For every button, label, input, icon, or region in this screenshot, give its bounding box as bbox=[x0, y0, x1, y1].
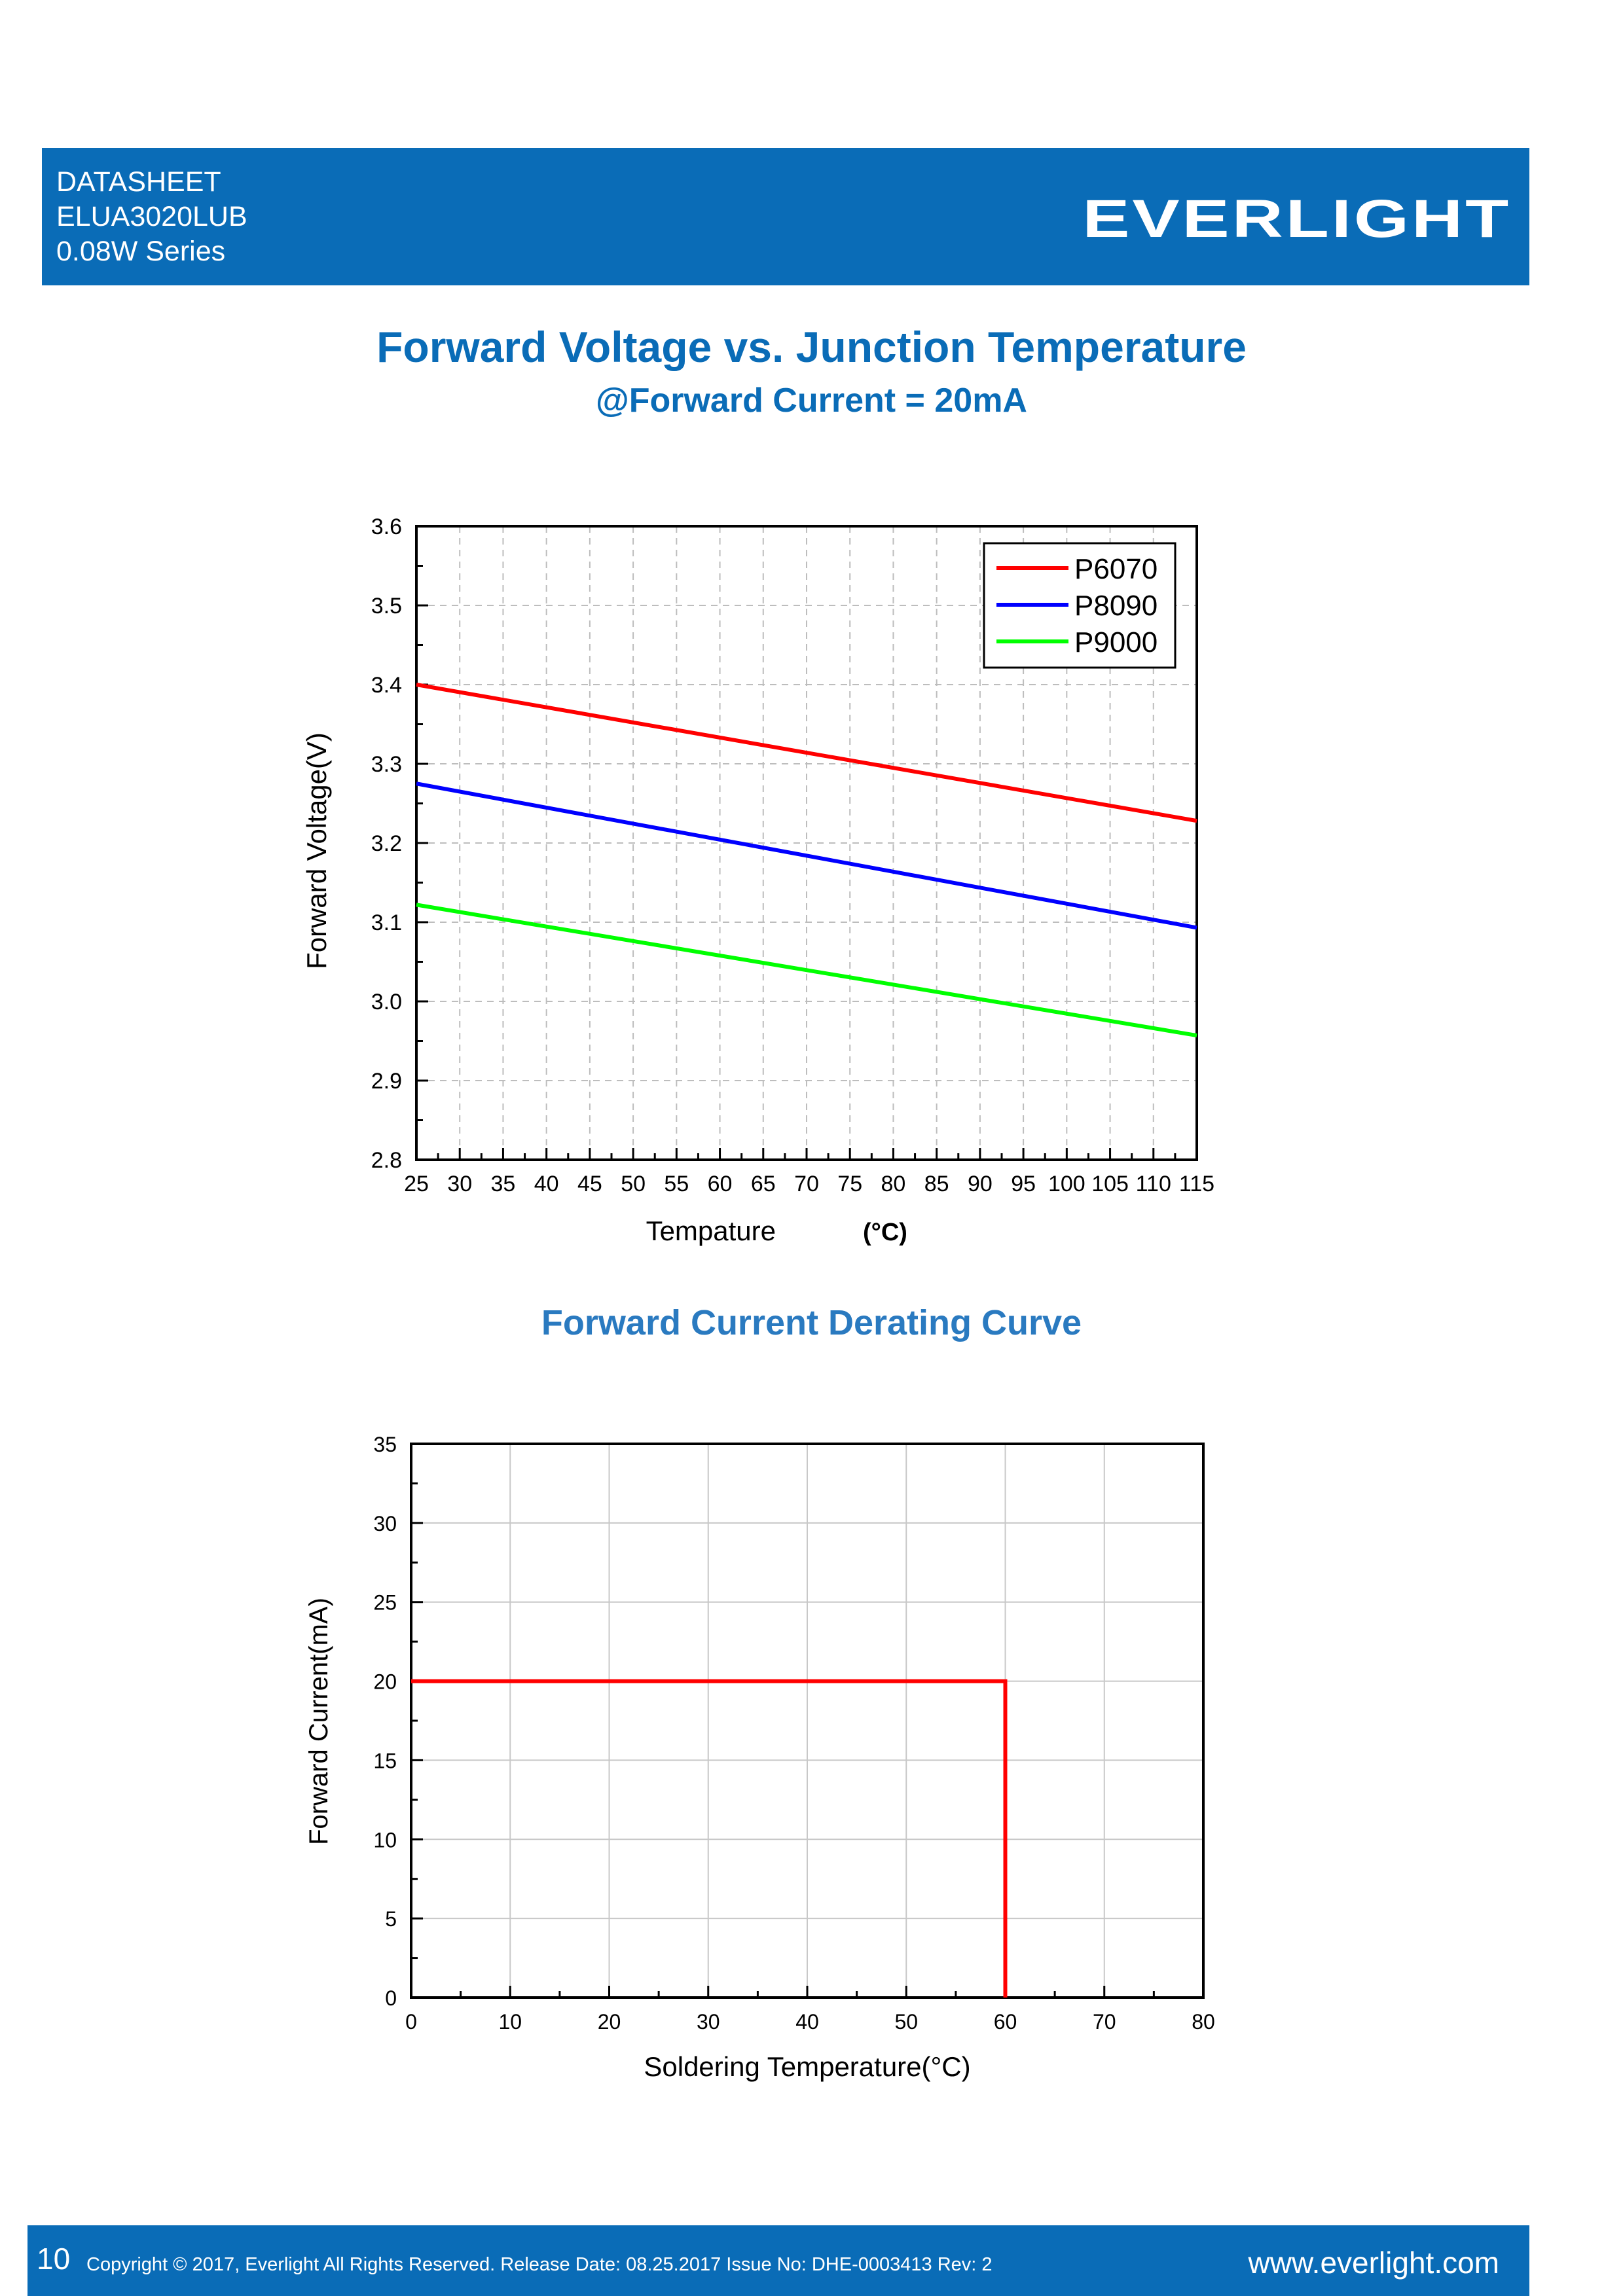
chart1-x-tick-label: 90 bbox=[968, 1172, 993, 1196]
chart1-x-tick-label: 60 bbox=[708, 1172, 733, 1196]
chart2-x-tick-label: 60 bbox=[994, 2010, 1017, 2034]
chart1-x-tick-label: 110 bbox=[1136, 1172, 1171, 1196]
chart1-y-tick-label: 3.5 bbox=[371, 594, 402, 619]
chart1-x-axis-unit: (°C) bbox=[863, 1219, 907, 1246]
chart2-y-tick-label: 20 bbox=[373, 1670, 397, 1694]
footer-bar: 10 Copyright © 2017, Everlight All Right… bbox=[27, 2225, 1529, 2296]
chart1-legend-label: P6070 bbox=[1074, 553, 1158, 585]
chart2-x-tick-label: 30 bbox=[697, 2010, 720, 2034]
chart2-series-line-0 bbox=[411, 1679, 1008, 1998]
chart1-legend-label: P9000 bbox=[1074, 626, 1158, 658]
chart1-x-tick-label: 115 bbox=[1179, 1172, 1214, 1196]
chart1-y-tick-label: 3.2 bbox=[371, 831, 402, 856]
chart1-subtitle: @Forward Current = 20mA bbox=[596, 382, 1027, 420]
chart1-title: Forward Voltage vs. Junction Temperature bbox=[376, 323, 1247, 371]
chart2-x-tick-label: 70 bbox=[1093, 2010, 1116, 2034]
chart1-x-axis-label: Tempature bbox=[646, 1215, 776, 1246]
header-text-block: DATASHEET ELUA3020LUB 0.08W Series bbox=[56, 165, 247, 269]
chart1-x-tick-label: 45 bbox=[577, 1172, 602, 1196]
part-number-label: ELUA3020LUB bbox=[56, 201, 247, 232]
chart1-x-tick-label: 85 bbox=[924, 1172, 949, 1196]
chart2-y-tick-label: 10 bbox=[373, 1828, 397, 1852]
chart1-x-tick-label: 30 bbox=[447, 1172, 472, 1196]
chart2-y-tick-label: 35 bbox=[373, 1433, 397, 1456]
chart1-x-tick-label: 50 bbox=[621, 1172, 646, 1196]
chart1-x-tick-label: 100 bbox=[1048, 1172, 1085, 1196]
chart2-y-axis-label: Forward Current(mA) bbox=[304, 1598, 333, 1845]
chart1-x-tick-label: 95 bbox=[1011, 1172, 1036, 1196]
chart2-x-tick-label: 50 bbox=[894, 2010, 918, 2034]
chart1-series-line-P9000 bbox=[416, 903, 1197, 1037]
chart2-x-tick-label: 40 bbox=[795, 2010, 819, 2034]
chart2-x-tick-label: 10 bbox=[498, 2010, 522, 2034]
series-label: 0.08W Series bbox=[56, 236, 226, 267]
chart2-x-tick-label: 20 bbox=[598, 2010, 621, 2034]
charts-canvas: 25 30 35 40 45 50 55 60 65 70 75 80 85 90 95 100 105 110 1… bbox=[301, 514, 1215, 2082]
header-bar: DATASHEET ELUA3020LUB 0.08W Series EVERL… bbox=[42, 148, 1529, 285]
chart1-series-line-P6070 bbox=[416, 683, 1197, 823]
chart1-x-tick-label: 75 bbox=[837, 1172, 862, 1196]
chart2-y-tick-label: 15 bbox=[373, 1749, 397, 1772]
chart1-y-tick-label: 3.4 bbox=[371, 673, 402, 698]
chart1-y-tick-label: 2.8 bbox=[371, 1148, 402, 1173]
chart1-legend-label: P8090 bbox=[1074, 590, 1158, 622]
chart2-x-axis-label: Soldering Temperature(°C) bbox=[644, 2051, 970, 2082]
chart1-x-tick-label: 25 bbox=[404, 1172, 429, 1196]
chart1-x-tick-label: 55 bbox=[664, 1172, 689, 1196]
chart2-y-tick-label: 30 bbox=[373, 1512, 397, 1535]
chart1-y-tick-label: 3.6 bbox=[371, 514, 402, 539]
chart1-y-tick-label: 3.1 bbox=[371, 910, 402, 935]
chart1-y-axis-label: Forward Voltage(V) bbox=[301, 732, 332, 969]
chart1-x-tick-label: 70 bbox=[794, 1172, 819, 1196]
chart1-x-tick-label: 105 bbox=[1091, 1172, 1129, 1196]
chart1-x-tick-label: 35 bbox=[491, 1172, 516, 1196]
everlight-logo: EVERLIGHT bbox=[1082, 189, 1511, 249]
chart1-x-tick-label: 80 bbox=[881, 1172, 906, 1196]
chart1-x-tick-label: 65 bbox=[751, 1172, 776, 1196]
page-number: 10 bbox=[37, 2242, 71, 2276]
chart2-y-tick-label: 5 bbox=[385, 1907, 397, 1931]
chart2-title: Forward Current Derating Curve bbox=[541, 1303, 1082, 1342]
copyright-text: Copyright © 2017, Everlight All Rights R… bbox=[86, 2254, 993, 2275]
chart2-x-tick-label: 0 bbox=[405, 2010, 417, 2034]
chart1-y-tick-label: 3.3 bbox=[371, 752, 402, 777]
chart1-y-tick-label: 3.0 bbox=[371, 990, 402, 1014]
chart1-y-tick-label: 2.9 bbox=[371, 1069, 402, 1094]
chart1-series-line-P8090 bbox=[416, 781, 1197, 930]
chart1-x-tick-label: 40 bbox=[534, 1172, 559, 1196]
website-link[interactable]: www.everlight.com bbox=[1248, 2246, 1499, 2280]
doc-type-label: DATASHEET bbox=[56, 166, 221, 198]
chart2-x-tick-label: 80 bbox=[1192, 2010, 1215, 2034]
chart2-y-tick-label: 0 bbox=[385, 1986, 397, 2010]
chart2-y-tick-label: 25 bbox=[373, 1591, 397, 1615]
